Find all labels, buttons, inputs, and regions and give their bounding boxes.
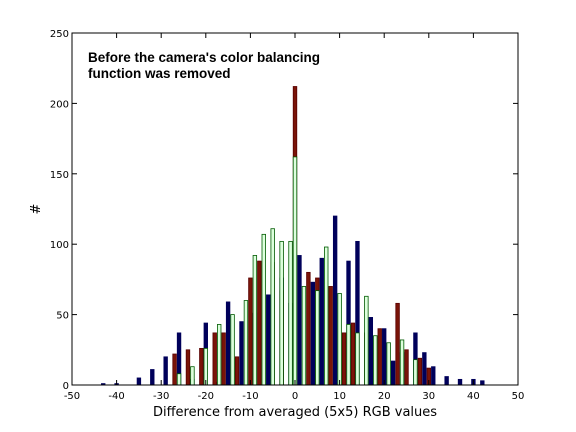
x-tick-label-4: -10 xyxy=(242,391,258,402)
bar-series-2-3 xyxy=(199,347,204,386)
x-tick-label-10: 50 xyxy=(512,391,525,402)
bar-series-1-30 xyxy=(444,376,449,386)
x-tick-label-0: -50 xyxy=(64,391,80,402)
bar-series-3-17 xyxy=(346,324,351,386)
bar-series-2-16 xyxy=(350,322,356,386)
bar-series-2-6 xyxy=(234,356,240,386)
bar-series-1-5 xyxy=(150,369,155,386)
bar-series-3-4 xyxy=(216,324,222,386)
y-tick-label-2: 100 xyxy=(50,240,69,251)
bar-series-3-9 xyxy=(270,228,275,386)
bar-series-1-11 xyxy=(225,301,231,386)
bar-series-1-17 xyxy=(297,255,302,386)
bar-series-2-4 xyxy=(212,332,217,386)
bar-series-2-8 xyxy=(257,260,262,386)
bar-series-2-21 xyxy=(417,357,423,386)
x-tick-label-1: -40 xyxy=(108,391,124,402)
bar-series-1-31 xyxy=(457,378,463,386)
annotation-line-2: function was removed xyxy=(88,66,231,81)
x-tick-label-3: -20 xyxy=(198,391,214,402)
bar-series-3-16 xyxy=(337,293,342,386)
bar-series-2-5 xyxy=(221,332,226,386)
bar-series-1-6 xyxy=(163,356,168,386)
bar-series-2-19 xyxy=(395,302,400,386)
x-tick-label-7: 20 xyxy=(378,391,391,402)
bar-series-3-10 xyxy=(279,240,284,386)
bar-series-2-2 xyxy=(185,349,191,386)
bar-series-2-18 xyxy=(377,328,382,386)
y-axis-title: # xyxy=(29,204,44,215)
bar-series-3-21 xyxy=(386,342,391,386)
bar-series-3-14 xyxy=(315,290,320,386)
bar-series-1-4 xyxy=(136,377,142,386)
annotation-line-1: Before the camera's color balancing xyxy=(88,50,320,65)
bar-series-2-14 xyxy=(328,286,333,386)
bar-series-1-28 xyxy=(422,352,427,386)
bar-series-3-8 xyxy=(261,233,266,386)
bar-series-2-1 xyxy=(172,353,177,386)
bar-series-3-13 xyxy=(301,286,307,386)
y-tick-label-5: 250 xyxy=(50,29,69,40)
bar-series-3-15 xyxy=(324,246,329,386)
ticks-layer: -50 -40 -30 -20 -10 0 10 20 30 40 50 0 50 100 150 200 25… xyxy=(50,29,524,402)
x-tick-label-6: 10 xyxy=(333,391,346,402)
x-axis-title: Difference from averaged (5x5) RGB value… xyxy=(153,405,437,420)
y-tick-label-3: 150 xyxy=(50,170,69,181)
bar-series-1-23 xyxy=(368,317,374,386)
bar-series-1-20 xyxy=(332,215,338,386)
bar-series-2-15 xyxy=(341,332,347,386)
bar-series-3-22 xyxy=(399,339,405,386)
bar-series-1-19 xyxy=(319,257,324,386)
x-tick-label-5: 0 xyxy=(292,391,298,402)
y-tick-label-1: 50 xyxy=(56,311,69,322)
bar-series-3-18 xyxy=(355,332,360,386)
x-tick-label-2: -30 xyxy=(153,391,169,402)
bar-series-2-20 xyxy=(404,349,409,386)
bar-series-3-3 xyxy=(203,347,208,386)
bar-series-1-18 xyxy=(310,281,316,386)
bar-series-1-33 xyxy=(480,380,485,386)
bar-series-3-20 xyxy=(373,335,378,386)
bar-series-3-12 xyxy=(292,156,298,386)
bar-series-1-29 xyxy=(431,366,436,386)
bar-series-3-5 xyxy=(230,314,235,386)
bar-series-3-23 xyxy=(413,359,418,386)
bar-series-3-6 xyxy=(243,300,249,386)
bar-series-2-12 xyxy=(306,271,311,386)
bar-series-3-1 xyxy=(176,373,182,386)
bar-series-1-24 xyxy=(382,328,387,386)
bar-series-1-25 xyxy=(390,360,396,386)
x-tick-label-9: 40 xyxy=(467,391,480,402)
y-tick-label-0: 0 xyxy=(63,381,69,392)
bar-series-3-11 xyxy=(288,240,293,386)
bar-series-3-19 xyxy=(364,295,369,386)
y-tick-label-4: 200 xyxy=(50,99,69,110)
bar-series-2-7 xyxy=(248,277,253,386)
bar-series-1-14 xyxy=(266,294,271,386)
bar-series-3-2 xyxy=(190,366,195,386)
x-tick-label-8: 30 xyxy=(422,391,435,402)
bar-series-1-12 xyxy=(239,321,244,386)
bar-series-3-7 xyxy=(252,255,258,386)
